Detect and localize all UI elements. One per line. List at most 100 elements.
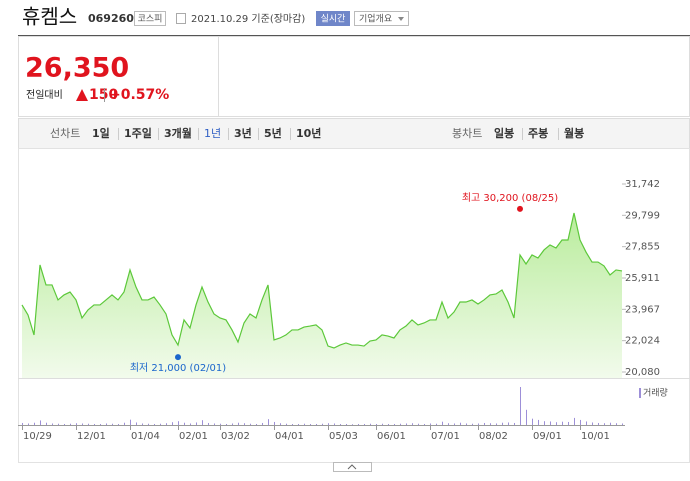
y-tick-label: 31,742 xyxy=(625,179,660,190)
volume-bar xyxy=(454,423,455,425)
y-tick-label: 22,024 xyxy=(625,336,660,347)
candle-chart-label: 봉차트 xyxy=(452,127,482,140)
volume-bar xyxy=(352,424,353,425)
x-tick-label: 05/03 xyxy=(329,431,358,442)
x-tick-label: 04/01 xyxy=(275,431,304,442)
stock-code: 069260 xyxy=(88,12,134,25)
volume-bar xyxy=(70,423,71,425)
volume-bar xyxy=(76,423,77,425)
volume-bar xyxy=(22,422,23,425)
volume-bar xyxy=(538,419,539,425)
period-tabs xyxy=(18,118,690,149)
volume-bar xyxy=(412,423,413,425)
period-tab[interactable]: 5년 xyxy=(264,126,282,140)
x-tick-label: 10/29 xyxy=(23,431,52,442)
base-date: 2021.10.29 기준(장마감) xyxy=(191,13,305,25)
period-tab[interactable]: 3년 xyxy=(234,126,252,140)
volume-bar xyxy=(100,423,101,425)
period-tab[interactable]: 1일 xyxy=(92,126,110,140)
volume-bar xyxy=(136,422,137,425)
candle-tab[interactable]: 일봉 xyxy=(494,126,514,140)
x-tick-label: 06/01 xyxy=(377,431,406,442)
realtime-label[interactable]: 실시간 xyxy=(321,14,346,25)
volume-bar xyxy=(604,423,605,425)
candle-tab[interactable]: 월봉 xyxy=(564,126,584,140)
x-tick-label: 02/01 xyxy=(179,431,208,442)
y-tick-label: 27,855 xyxy=(625,242,660,253)
volume-bar xyxy=(448,423,449,425)
volume-bar xyxy=(112,423,113,425)
change-label: 전일대비 xyxy=(26,89,63,101)
y-tick-label: 23,967 xyxy=(625,304,660,315)
up-arrow xyxy=(76,89,88,101)
volume-bar xyxy=(580,419,581,425)
volume-bar xyxy=(616,423,617,425)
volume-bar xyxy=(178,421,179,425)
volume-bar xyxy=(526,409,527,425)
volume-bar xyxy=(58,423,59,425)
volume-bar xyxy=(322,423,323,425)
realtime-button[interactable] xyxy=(316,11,350,26)
volume-bar xyxy=(214,423,215,425)
volume-bar xyxy=(478,423,479,425)
y-tick-label: 20,080 xyxy=(625,367,660,378)
volume-bar xyxy=(592,422,593,425)
volume-bar xyxy=(46,422,47,425)
company-info-button[interactable] xyxy=(354,11,409,26)
volume-bar xyxy=(436,423,437,425)
volume-bar xyxy=(502,422,503,425)
volume-bar xyxy=(184,422,185,425)
candle-tab[interactable]: 주봉 xyxy=(528,127,548,140)
volume-bar xyxy=(106,423,107,425)
volume-bar xyxy=(334,423,335,425)
x-tick-label: 12/01 xyxy=(77,431,106,442)
volume-bar xyxy=(28,423,29,425)
volume-bar xyxy=(208,422,209,425)
collapse-chevron xyxy=(347,464,357,470)
plot: 1일 1주일 3개월 1년 3년 5년 10년 일봉 주봉 월봉 31,742 29,799 27,85… xyxy=(21,126,668,442)
volume-bar xyxy=(406,423,407,425)
period-tab[interactable]: 3개월 xyxy=(164,126,192,140)
volume-bar xyxy=(418,423,419,425)
volume-bar xyxy=(280,423,281,425)
volume-bar xyxy=(562,421,563,425)
price-change: 150 xyxy=(89,87,118,103)
current-price: 26,350 xyxy=(25,53,129,84)
volume-bar xyxy=(172,422,173,425)
x-tick-label: 08/02 xyxy=(479,431,508,442)
volume-bar xyxy=(442,421,443,425)
company-info-label[interactable]: 기업개요 xyxy=(359,14,392,25)
change-percent: +0.57% xyxy=(109,87,169,103)
volume-bar xyxy=(94,423,95,425)
collapse-button[interactable] xyxy=(333,462,372,472)
volume-bar xyxy=(484,422,485,425)
volume-bar xyxy=(154,423,155,425)
annotation-dot xyxy=(517,205,523,212)
volume-bar xyxy=(490,423,491,425)
volume-bar xyxy=(118,423,119,425)
price-box xyxy=(18,36,690,117)
volume-bar xyxy=(400,423,401,425)
volume-bar xyxy=(40,420,41,425)
x-tick-label: 09/01 xyxy=(533,431,562,442)
volume-bar xyxy=(520,387,521,425)
volume-bar xyxy=(238,422,239,425)
period-tab[interactable]: 1년 xyxy=(204,127,221,140)
volume-bar xyxy=(532,418,533,425)
volume-bar xyxy=(556,422,557,425)
volume-bar xyxy=(346,423,347,425)
volume-bar xyxy=(82,423,83,425)
annotation-dot xyxy=(175,354,181,361)
y-tick-label: 25,911 xyxy=(625,273,660,284)
volume-legend: 거래량 xyxy=(643,387,668,399)
volume-bar xyxy=(508,422,509,425)
period-tab[interactable]: 10년 xyxy=(296,126,321,140)
volume-bar xyxy=(424,423,425,425)
volume-bar xyxy=(550,421,551,425)
volume-bar xyxy=(244,423,245,425)
stock-name: 휴켐스 xyxy=(22,5,77,29)
x-tick-label: 10/01 xyxy=(581,431,610,442)
period-tab[interactable]: 1주일 xyxy=(124,126,152,140)
volume-bar xyxy=(370,423,371,425)
volume-bar xyxy=(586,421,587,425)
